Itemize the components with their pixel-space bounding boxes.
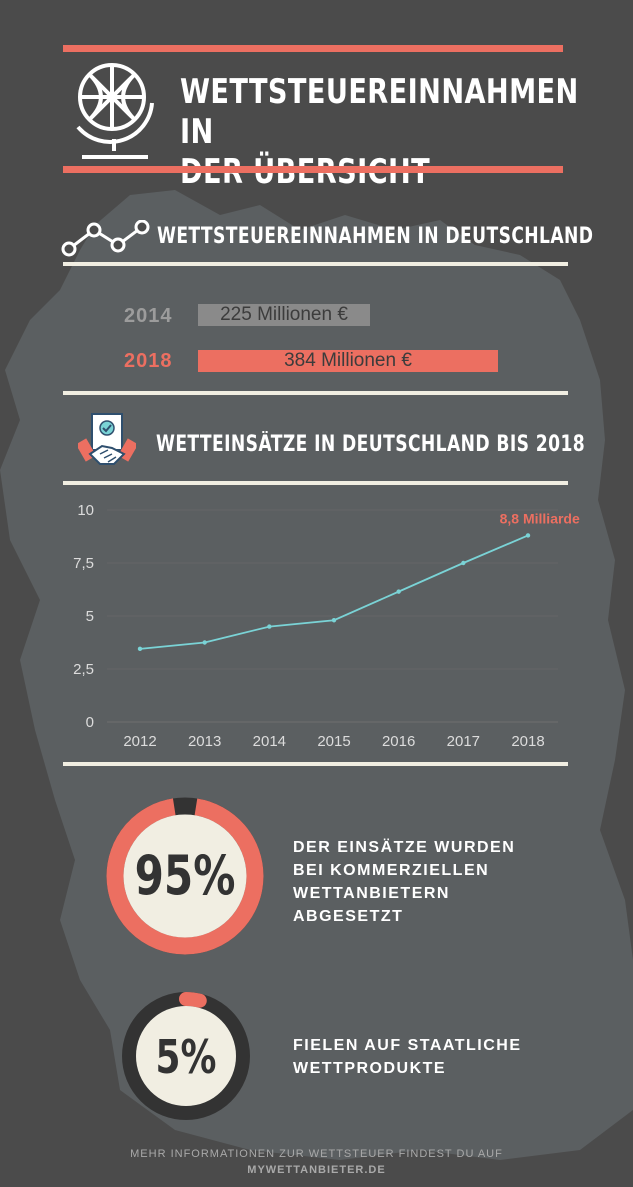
stakes-line-chart: 0 2,5 5 7,5 10 2012 2013 2014 2015 2016 2017 2018 8,… <box>73 502 580 750</box>
series-line <box>139 534 529 650</box>
revenue-section-title: WETTSTEUEREINNAHMEN IN DEUTSCHLAND <box>157 224 594 249</box>
share-ring-95 <box>106 797 264 955</box>
stakes-section-title: WETTEINSÄTZE IN DEUTSCHLAND BIS 2018 <box>156 432 586 457</box>
handshake-contract-icon <box>78 413 136 465</box>
y-tick-label: 10 <box>77 502 94 519</box>
footer-website-link[interactable]: MYWETTANBIETER.DE <box>247 1164 386 1176</box>
x-tick-label: 2012 <box>123 733 156 750</box>
page-title: WETTSTEUEREINNAHMEN IN DER ÜBERSICHT <box>180 72 579 192</box>
globe-icon <box>76 63 154 159</box>
data-point <box>396 589 401 594</box>
header-top-bar <box>63 45 563 52</box>
y-tick-label: 2,5 <box>73 661 94 678</box>
data-point <box>267 624 272 629</box>
x-tick-label: 2018 <box>511 733 544 750</box>
chart-bottom-divider <box>63 762 568 766</box>
header-bottom-bar <box>63 166 563 173</box>
share-text-5: FIELEN AUF STAATLICHE WETTPRODUKTE <box>293 1037 522 1077</box>
y-tick-label: 0 <box>86 714 94 731</box>
data-point <box>461 560 466 566</box>
line-trend-icon <box>61 220 150 257</box>
revenue-year-2014: 2014 <box>124 305 173 327</box>
revenue-section-divider <box>63 262 568 266</box>
share-ring-5 <box>122 992 250 1120</box>
share-percent-95: 95% <box>134 844 236 907</box>
y-tick-label: 5 <box>86 608 94 625</box>
x-tick-label: 2014 <box>253 733 286 750</box>
revenue-bar-2014: 225 Millionen € <box>198 304 370 326</box>
share-text-95: DER EINSÄTZE WURDEN BEI KOMMERZIELLEN WE… <box>293 839 516 925</box>
x-tick-label: 2013 <box>188 733 221 750</box>
data-point <box>202 640 207 645</box>
x-tick-label: 2016 <box>382 733 415 750</box>
annotation-label: 8,8 Milliarden € <box>500 510 580 526</box>
x-tick-label: 2015 <box>317 733 350 750</box>
data-point <box>525 533 531 538</box>
revenue-year-2018: 2018 <box>124 350 173 372</box>
data-point <box>331 618 337 623</box>
stakes-section-divider <box>63 481 568 485</box>
y-tick-label: 7,5 <box>73 555 94 572</box>
x-tick-label: 2017 <box>447 733 480 750</box>
data-point <box>137 646 143 652</box>
footer-info: MEHR INFORMATIONEN ZUR WETTSTEUER FINDES… <box>130 1148 503 1160</box>
revenue-bar-2018: 384 Millionen € <box>198 350 498 372</box>
share-percent-5: 5% <box>155 1030 217 1084</box>
stakes-section-top-divider <box>63 391 568 395</box>
